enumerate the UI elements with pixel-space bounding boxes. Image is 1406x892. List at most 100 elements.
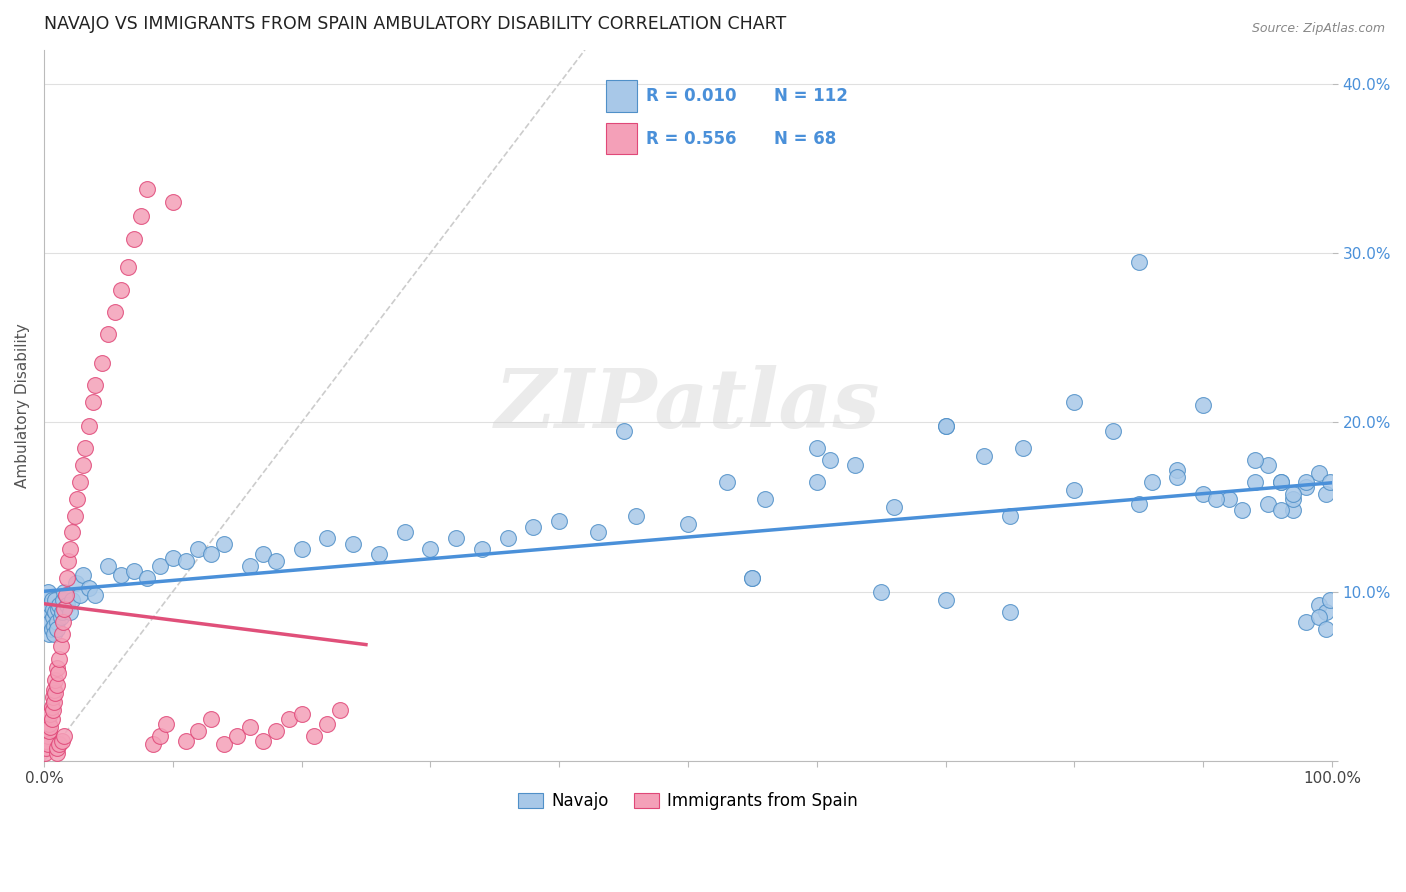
Point: [45, 740, 67, 755]
Point: [998, 508, 1021, 523]
Text: ZIPatlas: ZIPatlas: [495, 366, 880, 445]
Point: [45, 746, 67, 760]
Point: [1166, 463, 1188, 477]
Point: [522, 520, 544, 534]
Point: [58, 554, 80, 568]
Point: [1282, 486, 1305, 500]
Point: [342, 537, 364, 551]
Point: [49, 610, 72, 624]
Point: [806, 441, 828, 455]
Point: [44, 673, 66, 687]
Point: [1270, 475, 1292, 489]
Point: [129, 209, 152, 223]
Point: [1319, 475, 1341, 489]
Point: [35, 740, 58, 755]
Point: [329, 703, 352, 717]
Point: [998, 605, 1021, 619]
Point: [82, 395, 104, 409]
Point: [1205, 491, 1227, 506]
Point: [104, 305, 127, 319]
Point: [1308, 610, 1330, 624]
Point: [48, 737, 70, 751]
Point: [34, 601, 56, 615]
Point: [1315, 605, 1337, 619]
Point: [290, 706, 312, 721]
Point: [42, 690, 65, 704]
Point: [66, 491, 89, 506]
Point: [48, 652, 70, 666]
Point: [1308, 599, 1330, 613]
Point: [367, 548, 389, 562]
Point: [45, 622, 67, 636]
Point: [1257, 458, 1279, 472]
Point: [72, 567, 94, 582]
Point: [59, 605, 82, 619]
Point: [53, 584, 76, 599]
Point: [1308, 466, 1330, 480]
Point: [1140, 475, 1163, 489]
Point: [394, 525, 416, 540]
Point: [149, 729, 172, 743]
Point: [41, 622, 63, 636]
Point: [1063, 395, 1085, 409]
Point: [496, 531, 519, 545]
Point: [41, 712, 63, 726]
Point: [122, 565, 145, 579]
Point: [1315, 622, 1337, 636]
Point: [1218, 491, 1240, 506]
Point: [239, 720, 262, 734]
Y-axis label: Ambulatory Disability: Ambulatory Disability: [15, 323, 30, 488]
Point: [1257, 497, 1279, 511]
Point: [754, 491, 776, 506]
Point: [548, 514, 571, 528]
Point: [44, 605, 66, 619]
Point: [1270, 503, 1292, 517]
Point: [162, 195, 184, 210]
Point: [69, 475, 91, 489]
Point: [1295, 615, 1317, 630]
Point: [90, 356, 112, 370]
Point: [117, 260, 139, 274]
Point: [935, 418, 957, 433]
Point: [149, 559, 172, 574]
Point: [290, 542, 312, 557]
Point: [37, 737, 59, 751]
Point: [51, 627, 73, 641]
Point: [44, 593, 66, 607]
Point: [39, 706, 62, 721]
Point: [870, 584, 893, 599]
Point: [200, 548, 222, 562]
Point: [626, 508, 648, 523]
Point: [1102, 424, 1125, 438]
Point: [77, 418, 100, 433]
Point: [53, 601, 76, 615]
Point: [39, 615, 62, 630]
Point: [39, 599, 62, 613]
Point: [155, 716, 177, 731]
Point: [1270, 475, 1292, 489]
Point: [174, 733, 197, 747]
Point: [45, 678, 67, 692]
Point: [110, 567, 132, 582]
Point: [935, 593, 957, 607]
Point: [42, 601, 65, 615]
Point: [239, 559, 262, 574]
Point: [613, 424, 636, 438]
Point: [63, 508, 86, 523]
Point: [45, 661, 67, 675]
Point: [252, 548, 274, 562]
Point: [264, 554, 287, 568]
Point: [51, 605, 73, 619]
Point: [316, 531, 339, 545]
Point: [52, 593, 75, 607]
Point: [51, 733, 73, 747]
Point: [60, 593, 83, 607]
Point: [35, 610, 58, 624]
Point: [1166, 469, 1188, 483]
Point: [41, 699, 63, 714]
Point: [44, 682, 66, 697]
Point: [39, 720, 62, 734]
Point: [84, 588, 107, 602]
Point: [716, 475, 738, 489]
Point: [277, 712, 299, 726]
